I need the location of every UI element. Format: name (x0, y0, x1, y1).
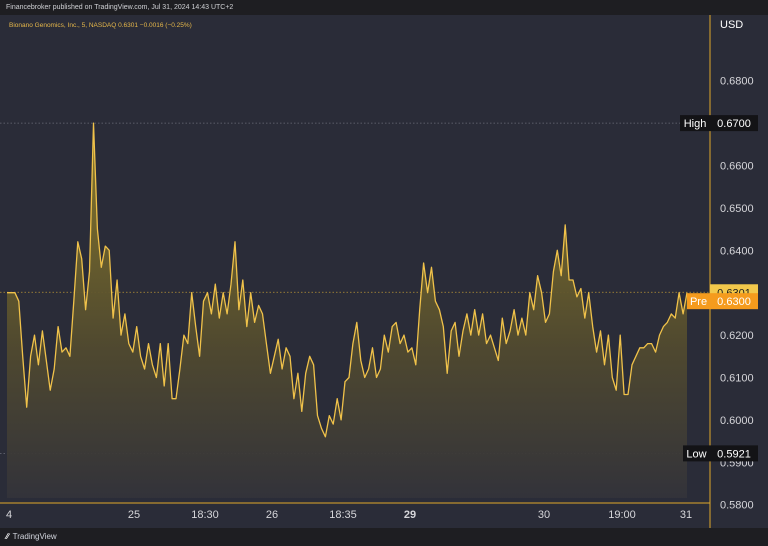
x-tick-label: 4 (6, 509, 12, 521)
y-tick-label: 0.6400 (720, 245, 754, 257)
marker-value: 0.5921 (717, 448, 751, 460)
marker-value-bg (710, 293, 758, 310)
marker-value: 0.6300 (717, 296, 751, 308)
currency-label: USD (720, 19, 743, 31)
y-tick-label: 0.6500 (720, 203, 754, 215)
x-tick-label: 19:00 (608, 509, 636, 521)
x-tick-label: 25 (128, 509, 140, 521)
tradingview-logo-icon: ⁄∕ (6, 532, 9, 541)
publisher-credit: Financebroker published on TradingView.c… (6, 4, 234, 11)
area-fill (7, 123, 687, 498)
series-layer (7, 122, 688, 498)
x-tick-label: 31 (680, 509, 692, 521)
footer-brand: TradingView (12, 532, 57, 541)
y-tick-label: 0.6800 (720, 76, 754, 88)
marker-label: Low (686, 448, 706, 460)
top-bar: Financebroker published on TradingView.c… (0, 0, 768, 15)
x-tick-label: 29 (404, 509, 416, 521)
y-tick-label: 0.6000 (720, 415, 754, 427)
marker-label: High (684, 118, 707, 130)
x-tick-label: 26 (266, 509, 278, 521)
chart-legend: Bionano Genomics, Inc., 5, NASDAQ 0.6301… (9, 22, 192, 29)
marker-label-bg (680, 115, 710, 132)
marker-label: Pre (690, 296, 707, 308)
y-tick-label: 0.6200 (720, 330, 754, 342)
y-tick-label: 0.5800 (720, 500, 754, 512)
marker-value: 0.6700 (717, 118, 751, 130)
x-tick-label: 18:30 (191, 509, 219, 521)
footer: ⁄∕ TradingView (0, 528, 768, 546)
marker-value-bg (710, 445, 758, 462)
x-tick-label: 18:35 (329, 509, 357, 521)
y-tick-label: 0.6600 (720, 161, 754, 173)
x-tick-label: 30 (538, 509, 550, 521)
y-tick-label: 0.6100 (720, 372, 754, 384)
time-axis[interactable]: 4 25 18:30 26 18:35 29 30 19:00 31 (0, 502, 710, 521)
marker-label-bg (687, 293, 710, 310)
price-line (7, 122, 688, 438)
marker-value-bg (710, 115, 758, 132)
marker-label-bg (683, 445, 710, 462)
